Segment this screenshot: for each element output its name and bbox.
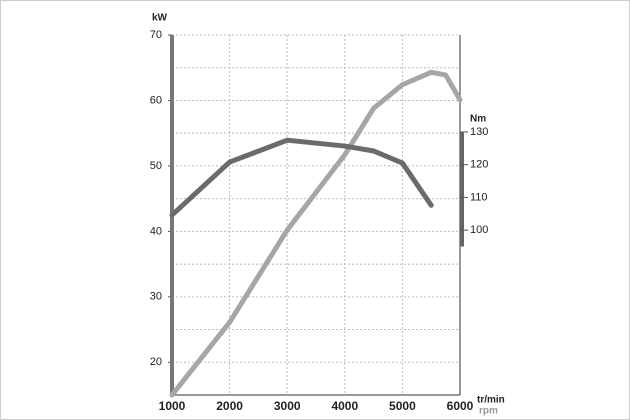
y2-tick-label: 110 xyxy=(470,191,488,203)
x-axis-label: tr/min xyxy=(477,395,505,406)
line xyxy=(169,69,463,398)
y-tick-label: 60 xyxy=(150,94,162,106)
y2-tick-label: 100 xyxy=(470,224,488,236)
x-tick-label: 4000 xyxy=(331,399,358,413)
x-tick-label: 2000 xyxy=(216,399,243,413)
x-axis-label-2: rpm xyxy=(479,406,498,417)
y-tick-label: 30 xyxy=(150,291,162,303)
y2-tick-label: 130 xyxy=(470,126,488,138)
x-tick-label: 6000 xyxy=(447,399,474,413)
x-tick-label: 1000 xyxy=(159,399,186,413)
y-axis-label: kW xyxy=(152,13,168,24)
y-tick-label: 40 xyxy=(150,225,162,237)
y-tick-label: 20 xyxy=(150,356,162,368)
y-tick-label: 50 xyxy=(150,160,162,172)
y2-tick-label: 120 xyxy=(470,159,488,171)
y-tick-label: 70 xyxy=(150,29,162,41)
x-tick-label: 5000 xyxy=(389,399,416,413)
y2-axis-label: Nm xyxy=(470,114,486,125)
x-tick-label: 3000 xyxy=(274,399,301,413)
